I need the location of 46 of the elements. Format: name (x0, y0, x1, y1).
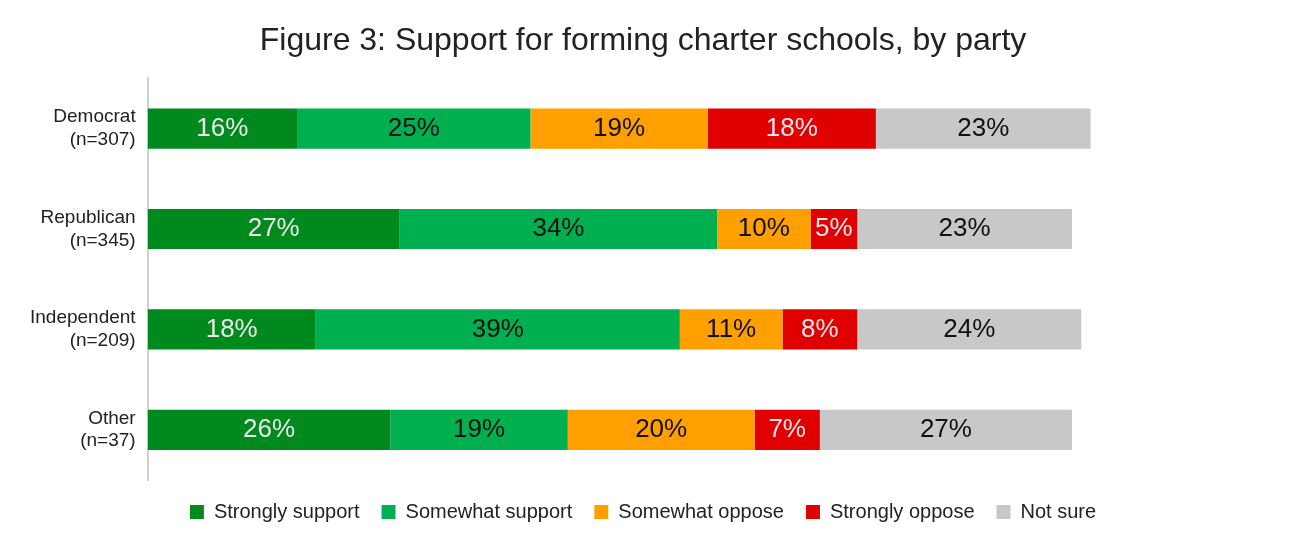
legend-label: Strongly support (213, 499, 360, 522)
bar (875, 108, 1091, 149)
bar (857, 208, 1072, 250)
bar (147, 208, 400, 250)
data-label: 24% (943, 312, 996, 343)
bar (147, 108, 298, 149)
data-label: 5% (815, 212, 853, 243)
data-label: 19% (593, 111, 646, 142)
data-label: 27% (247, 212, 300, 243)
y-tick-label: Independent (n=209) (29, 306, 137, 351)
bar (297, 108, 531, 149)
data-label: 23% (957, 111, 1010, 142)
legend-label: Somewhat oppose (618, 499, 784, 522)
data-label: 11% (706, 312, 757, 343)
bar (857, 309, 1082, 350)
legend-label: Somewhat support (405, 499, 573, 522)
data-label: 20% (635, 412, 688, 443)
bar (707, 108, 876, 149)
data-label: 18% (205, 312, 258, 343)
bar (399, 208, 718, 250)
bar (315, 309, 680, 350)
bar (147, 409, 391, 450)
data-label: 7% (768, 412, 806, 443)
bar (390, 409, 568, 450)
bar (147, 309, 316, 350)
y-tick-label: Other (n=37) (80, 406, 137, 451)
bar (530, 108, 708, 149)
legend-label: Strongly oppose (829, 499, 975, 522)
y-tick-label: Democrat (n=307) (53, 105, 137, 150)
data-label: 34% (532, 212, 585, 243)
bar (679, 309, 783, 350)
data-label: 19% (453, 412, 506, 443)
data-label: 26% (243, 412, 296, 443)
data-label: 18% (765, 111, 818, 142)
legend-label: Not sure (1020, 499, 1097, 522)
chart-title: Figure 3: Support for forming charter schools, by party (259, 21, 1027, 58)
data-label: 27% (919, 412, 972, 443)
bar (819, 409, 1072, 450)
data-label: 8% (801, 312, 839, 343)
bar (567, 409, 755, 450)
data-label: 10% (737, 212, 790, 243)
data-label: 23% (938, 212, 991, 243)
y-tick-label: Republican (n=345) (40, 205, 136, 250)
data-label: 16% (196, 111, 249, 142)
data-label: 25% (387, 111, 440, 142)
data-label: 39% (471, 312, 524, 343)
